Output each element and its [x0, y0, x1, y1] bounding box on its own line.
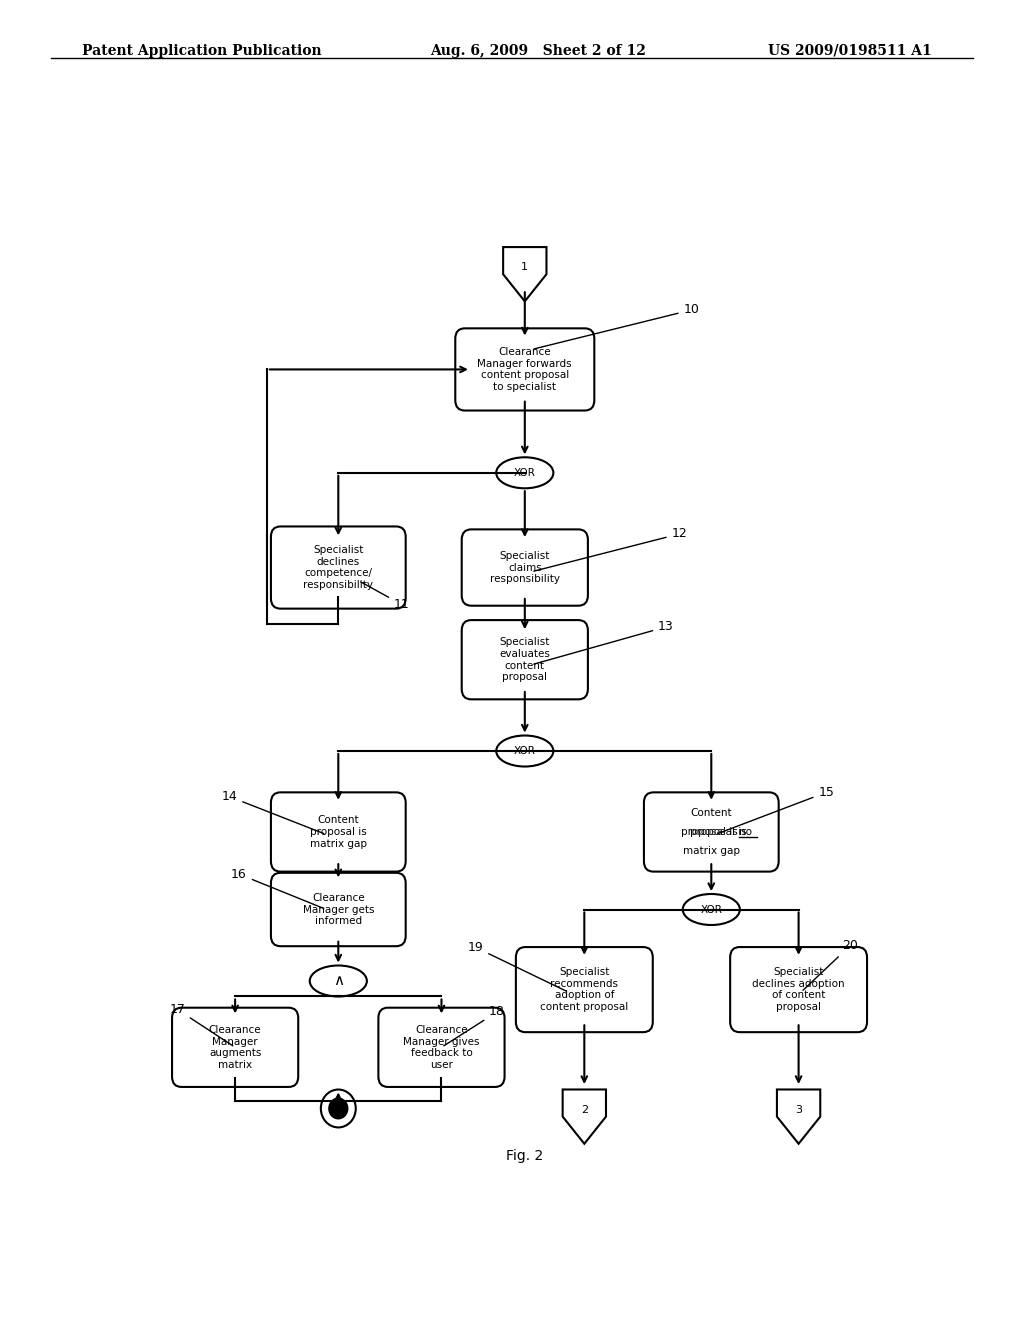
Text: XOR: XOR [514, 746, 536, 756]
Text: proposal is: proposal is [690, 828, 751, 837]
Text: proposal is: proposal is [690, 828, 751, 837]
FancyBboxPatch shape [379, 1007, 505, 1086]
Ellipse shape [497, 735, 553, 767]
Text: 20: 20 [803, 939, 858, 990]
Text: Specialist
recommends
adoption of
content proposal: Specialist recommends adoption of conten… [541, 968, 629, 1012]
Text: Specialist
declines
competence/
responsibility: Specialist declines competence/ responsi… [303, 545, 374, 590]
Text: 15: 15 [718, 785, 835, 833]
Text: US 2009/0198511 A1: US 2009/0198511 A1 [768, 44, 932, 58]
Text: Clearance
Manager gets
informed: Clearance Manager gets informed [302, 892, 374, 927]
Text: XOR: XOR [514, 467, 536, 478]
Text: 11: 11 [360, 582, 410, 611]
Ellipse shape [309, 965, 367, 997]
Text: Patent Application Publication: Patent Application Publication [82, 44, 322, 58]
FancyBboxPatch shape [271, 873, 406, 946]
FancyBboxPatch shape [456, 329, 594, 411]
Text: 14: 14 [221, 791, 324, 833]
Text: 3: 3 [795, 1105, 802, 1115]
Text: 1: 1 [521, 261, 528, 272]
Text: 19: 19 [468, 941, 566, 991]
FancyBboxPatch shape [271, 527, 406, 609]
Text: 13: 13 [534, 620, 674, 664]
Circle shape [328, 1097, 348, 1119]
Text: Fig. 2: Fig. 2 [506, 1148, 544, 1163]
Text: XOR: XOR [700, 904, 722, 915]
Text: 16: 16 [231, 867, 324, 908]
Text: 17: 17 [169, 1003, 232, 1045]
Polygon shape [562, 1089, 606, 1143]
Text: Specialist
evaluates
content
proposal: Specialist evaluates content proposal [500, 638, 550, 682]
FancyBboxPatch shape [271, 792, 406, 871]
Text: Content: Content [690, 808, 732, 818]
Text: no: no [739, 828, 753, 837]
Text: 18: 18 [443, 1006, 505, 1045]
Text: Aug. 6, 2009   Sheet 2 of 12: Aug. 6, 2009 Sheet 2 of 12 [430, 44, 646, 58]
FancyBboxPatch shape [172, 1007, 298, 1086]
Text: matrix gap: matrix gap [683, 846, 739, 855]
Text: 10: 10 [534, 304, 699, 348]
FancyBboxPatch shape [644, 792, 778, 871]
Text: Specialist
declines adoption
of content
proposal: Specialist declines adoption of content … [753, 968, 845, 1012]
Text: Specialist
claims
responsibility: Specialist claims responsibility [489, 550, 560, 585]
Ellipse shape [497, 457, 553, 488]
FancyBboxPatch shape [516, 946, 652, 1032]
FancyBboxPatch shape [462, 620, 588, 700]
Text: proposal is: proposal is [681, 828, 741, 837]
Text: 12: 12 [534, 528, 687, 572]
Polygon shape [503, 247, 547, 301]
Text: ∧: ∧ [333, 973, 344, 989]
Text: Clearance
Manager forwards
content proposal
to specialist: Clearance Manager forwards content propo… [477, 347, 572, 392]
FancyBboxPatch shape [462, 529, 588, 606]
Text: Clearance
Manager
augments
matrix: Clearance Manager augments matrix [209, 1024, 261, 1069]
FancyBboxPatch shape [730, 946, 867, 1032]
Circle shape [321, 1089, 355, 1127]
Text: Content
proposal is
matrix gap: Content proposal is matrix gap [310, 816, 367, 849]
Text: Clearance
Manager gives
feedback to
user: Clearance Manager gives feedback to user [403, 1024, 479, 1069]
Polygon shape [777, 1089, 820, 1143]
Ellipse shape [683, 894, 740, 925]
Text: 2: 2 [581, 1105, 588, 1115]
